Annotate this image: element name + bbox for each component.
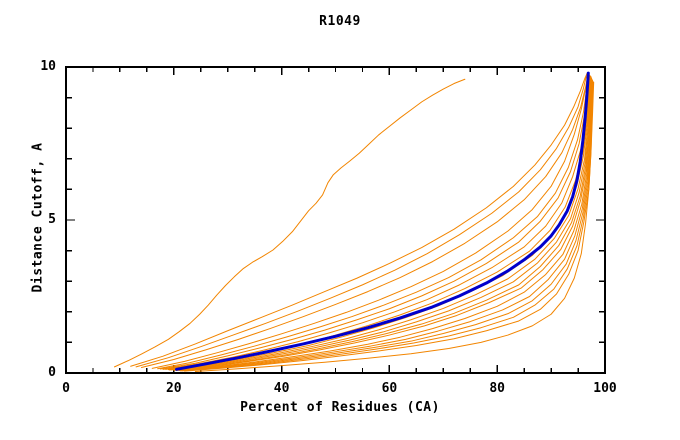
series-lower-band-model-4 [181,81,594,372]
series-mid-band-model-2 [157,73,590,370]
series-mid-band-model-10 [174,78,593,371]
series-lower-band-model-1 [176,79,593,372]
x-tick-label-0: 0 [62,381,70,396]
series-outlier-model [114,78,466,368]
series-outer-low-model [194,81,595,372]
x-tick-label-20: 20 [165,381,182,396]
x-tick-label-40: 40 [273,381,290,396]
series-upper-band-model-1 [130,72,588,367]
chart-title: R1049 [319,14,361,29]
series-mid-band-model-1 [151,73,589,369]
series-upper-band-model-3 [140,73,589,368]
x-axis-label: Percent of Residues (CA) [240,400,440,415]
series-mid-band-model-3 [159,74,590,370]
series-mid-band-model-6 [167,76,592,371]
x-tick-label-80: 80 [489,381,506,396]
x-tick-label-60: 60 [381,381,398,396]
series-upper-band-model-2 [135,74,588,368]
series-mid-band-model-7 [168,76,592,371]
y-tick-label-5: 5 [48,212,56,227]
series-lower-band-model-3 [179,80,594,372]
series-lower-band-model-2 [178,79,594,372]
series-reference-model-blue [175,71,590,371]
y-tick-label-0: 0 [48,365,56,380]
series-lower-band-model-5 [184,81,594,372]
series-mid-band-model-9 [173,78,593,371]
y-tick-label-10: 10 [40,59,56,74]
series-mid-band-model-8 [170,77,593,371]
x-tick-label-100: 100 [593,381,617,396]
